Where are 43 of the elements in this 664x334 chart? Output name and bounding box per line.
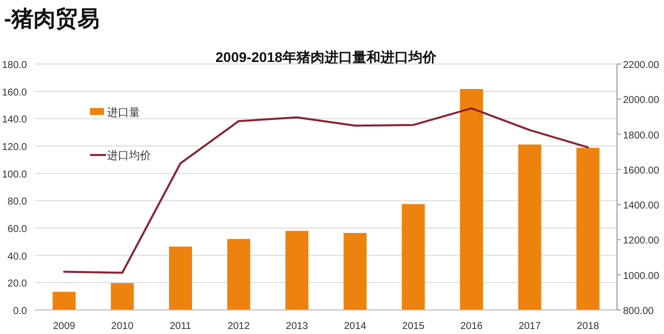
x-tick-label: 2014 [344,321,367,332]
y-tick-label: 100.0 [2,169,28,180]
x-tick-label: 2010 [111,321,134,332]
y2-tick-label: 2200.00 [623,60,660,71]
y2-tick-label: 1400.00 [623,200,660,212]
x-tick-label: 2009 [52,321,76,332]
y-tick-label: 60.0 [8,224,28,235]
x-tick-label: 2017 [518,321,542,332]
x-tick-label: 2015 [402,321,425,332]
y-tick-label: 160.0 [2,87,28,98]
y2-tick-label: 1800.00 [623,130,660,142]
bar [285,230,308,310]
y-tick-label: 40.0 [8,251,28,262]
x-tick-label: 2011 [170,321,192,332]
bar [227,238,250,310]
y-tick-label: 120.0 [2,142,28,153]
line-series [63,107,589,274]
y2-tick-label: 2000.00 [623,95,660,106]
x-tick-label: 2013 [286,321,308,332]
y-tick-label: 180.0 [2,60,28,71]
y-tick-label: 140.0 [2,114,28,126]
bar [169,246,192,310]
bar [576,148,600,310]
bar [402,204,425,310]
x-tick-label: 2018 [576,321,600,332]
x-tick-label: 2016 [460,321,484,332]
x-tick-label: 2012 [228,321,250,332]
chart-subtitle: 2009-2018年猪肉进口量和进口均价 [216,49,438,65]
y2-tick-label: 1600.00 [623,165,660,176]
y-tick-label: 80.0 [8,196,28,208]
legend-label: 进口均价 [107,149,151,162]
y2-tick-label: 800.00 [623,306,654,317]
bar [518,144,542,310]
y-tick-label: 20.0 [8,278,28,290]
bar [344,232,367,310]
y2-tick-label: 1000.00 [623,270,660,282]
bar [460,89,483,310]
y2-tick-label: 1200.00 [623,236,660,247]
y-tick-label: 0.0 [13,306,28,317]
legend-label: 进口量 [107,106,140,119]
bar [110,283,134,310]
bar [52,292,76,310]
chart-title: -猪肉贸易 [4,6,100,31]
